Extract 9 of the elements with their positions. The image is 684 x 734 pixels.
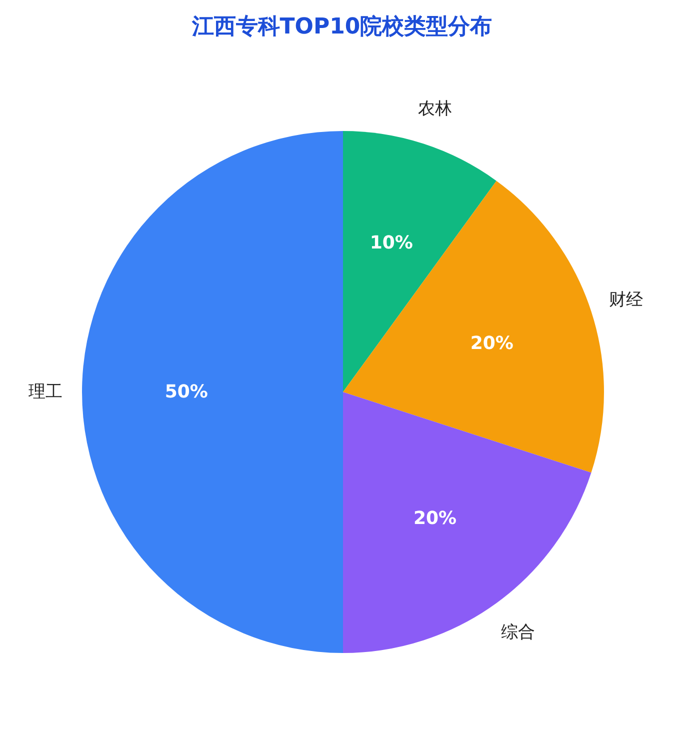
data-label: 20% — [414, 508, 457, 530]
data-label: 50% — [164, 382, 208, 402]
slice-label: 综合 — [500, 622, 535, 643]
chart-title: 江西专科TOP10院校类型分布 — [190, 14, 492, 40]
slice-label: 农林 — [418, 99, 452, 120]
data-label: 20% — [470, 333, 514, 354]
slice-label: 理工 — [28, 382, 62, 402]
data-label: 10% — [370, 232, 413, 254]
slice-label: 财经 — [608, 290, 643, 310]
